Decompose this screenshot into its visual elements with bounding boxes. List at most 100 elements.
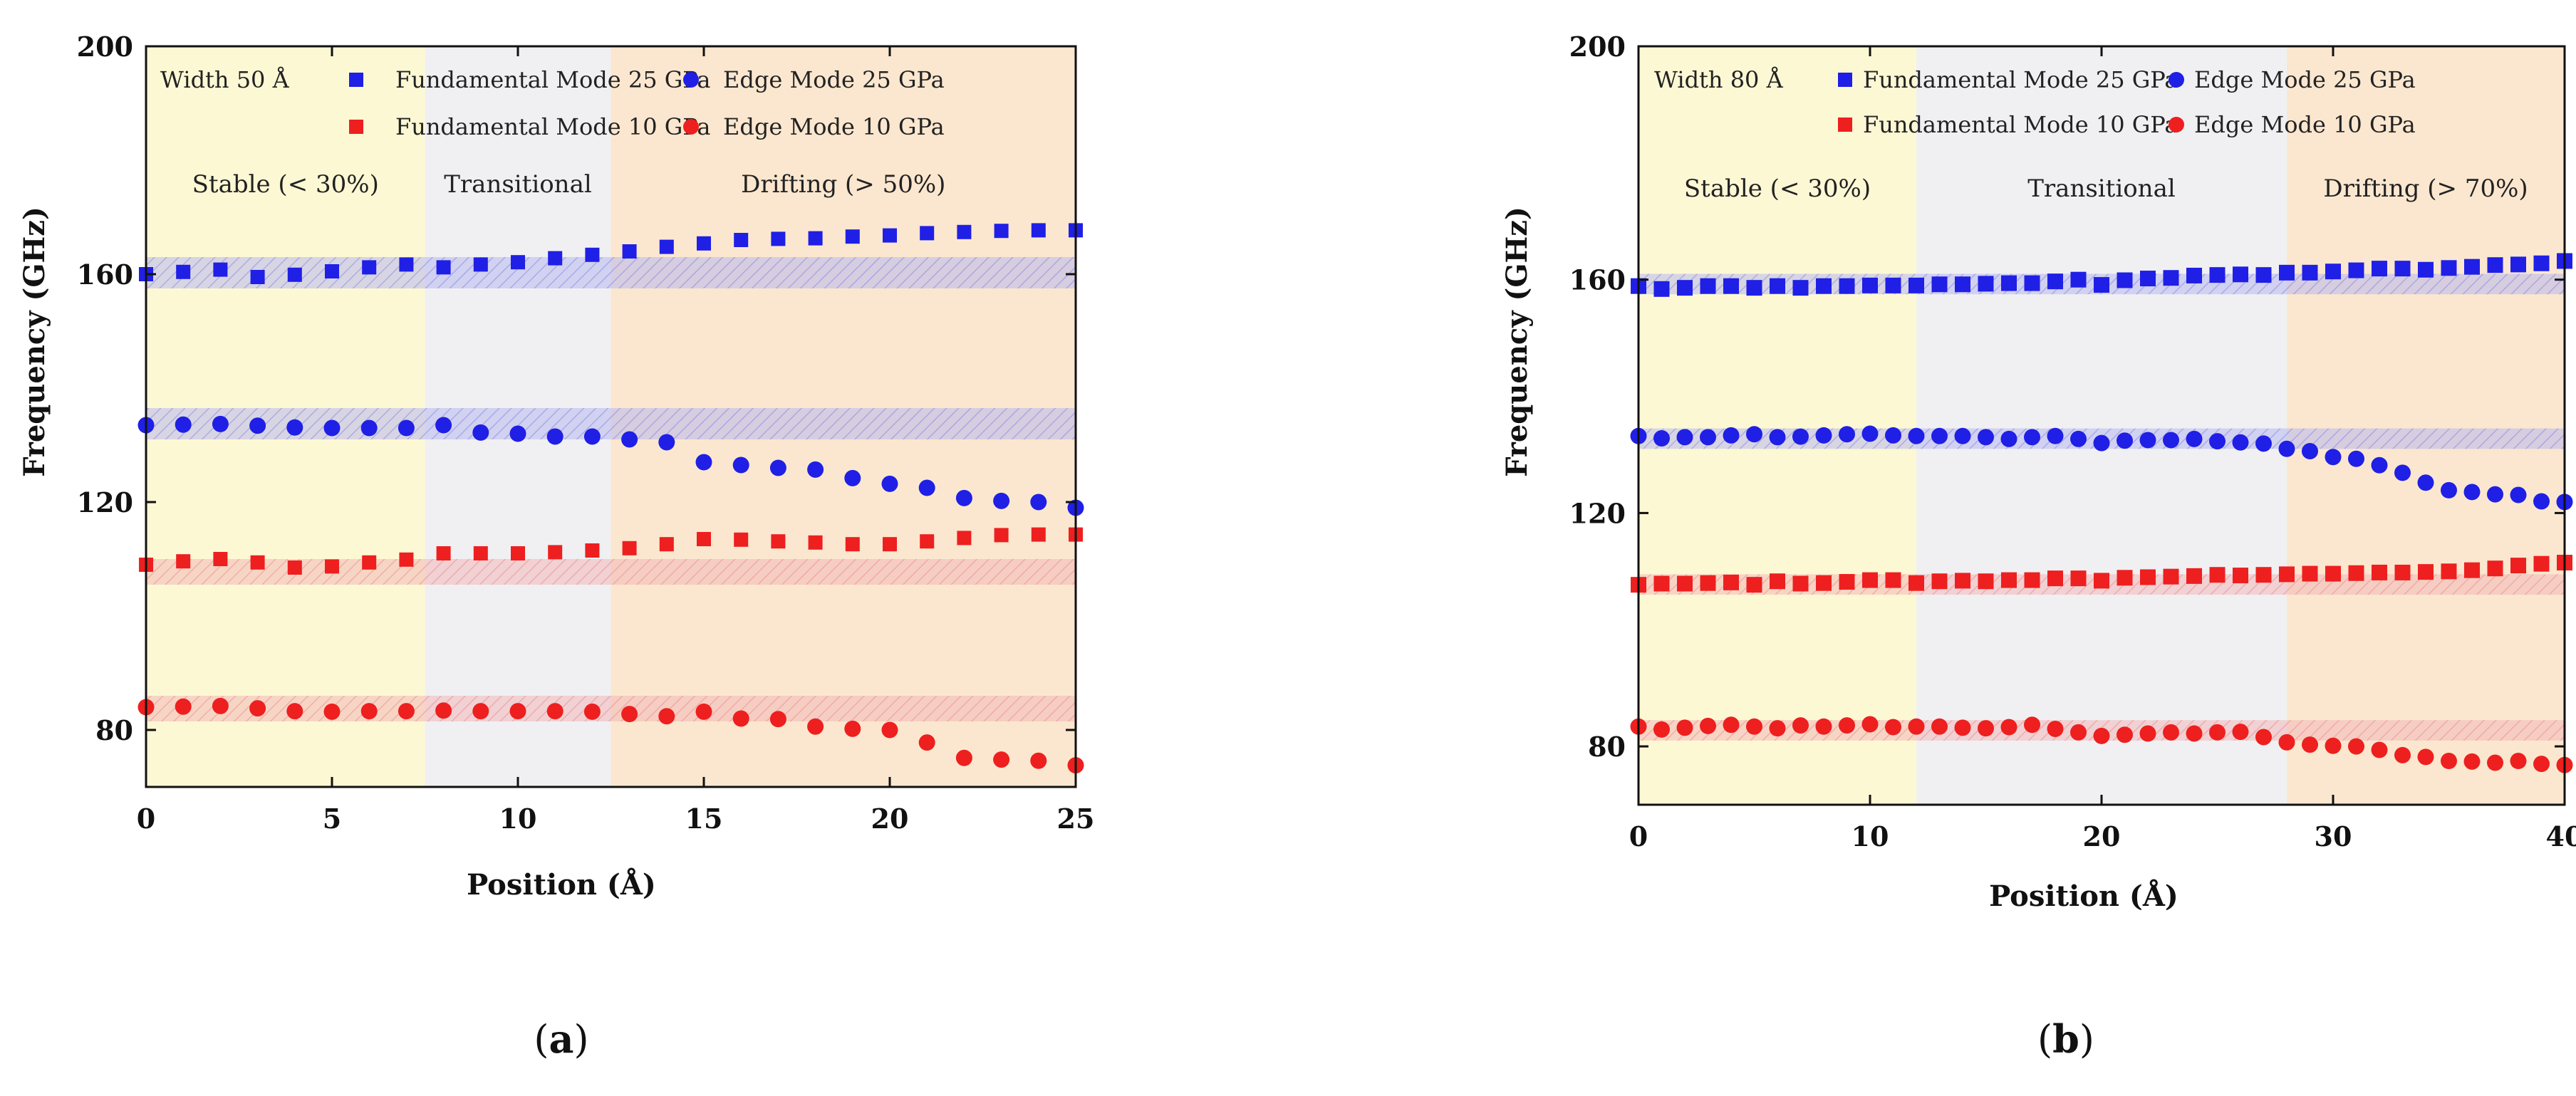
x-tick-label: 0 [1629, 820, 1648, 852]
data-point [583, 428, 601, 445]
data-point [2533, 555, 2550, 572]
data-point [1031, 223, 1046, 238]
data-point [2302, 565, 2318, 582]
data-point [2418, 564, 2434, 580]
legend-marker-2-a [349, 120, 363, 134]
data-point [734, 233, 749, 247]
data-point [2302, 443, 2318, 460]
legend-marker-3-b [2169, 117, 2184, 132]
legend-label-3-b: Edge Mode 10 GPa [2194, 111, 2416, 138]
data-point [325, 559, 339, 574]
legend-label-3-a: Edge Mode 10 GPa [723, 113, 945, 140]
series-edge-mode-25-gpa-a [137, 415, 1084, 516]
data-point [844, 469, 861, 486]
data-point [1653, 281, 1670, 297]
data-point [2209, 267, 2226, 283]
region-label-drifting-a: Drifting (> 50%) [741, 170, 945, 199]
data-point [659, 239, 674, 254]
data-point [435, 417, 452, 434]
data-point [1677, 280, 1693, 296]
data-point [1815, 718, 1832, 735]
data-point [769, 459, 786, 476]
data-point [362, 260, 377, 275]
data-point [1978, 276, 1994, 292]
data-point [1031, 527, 1046, 542]
data-point [286, 419, 303, 436]
data-point [883, 537, 897, 552]
data-point [2255, 267, 2272, 283]
data-point [2372, 261, 2387, 277]
data-point [2487, 257, 2503, 273]
data-point [1769, 429, 1786, 446]
data-point [2140, 271, 2156, 287]
data-point [2000, 430, 2017, 447]
region-label-transitional-a: Transitional [444, 170, 591, 199]
data-point [1885, 427, 1901, 444]
data-point [1839, 717, 1855, 734]
data-point [1700, 429, 1716, 446]
data-point [2047, 427, 2064, 444]
data-point [2093, 434, 2110, 452]
y-tick-label: 120 [77, 486, 133, 518]
data-point [2117, 432, 2133, 449]
data-point [2417, 748, 2434, 766]
data-point [2463, 753, 2481, 770]
data-point [881, 721, 898, 739]
data-point [2394, 746, 2411, 763]
region-transitional-b [1916, 46, 2287, 805]
data-point [472, 703, 489, 720]
data-point [2278, 734, 2295, 751]
data-point [2464, 562, 2480, 578]
data-point [1908, 427, 1925, 444]
data-point [2024, 275, 2040, 291]
data-point [2325, 565, 2341, 582]
data-point [2487, 754, 2503, 771]
data-point [2163, 270, 2179, 286]
data-point [1792, 280, 1809, 296]
data-point [2372, 564, 2387, 580]
data-point [920, 534, 935, 549]
band-hatch-blue-a [146, 408, 1076, 439]
data-point [360, 703, 378, 720]
data-point [1653, 430, 1670, 447]
data-point [1931, 276, 1948, 293]
data-point [2186, 430, 2203, 447]
series-fundamental-mode-10-gpa-b [1631, 555, 2572, 593]
plot-frame-a [145, 45, 1077, 788]
series-edge-mode-10-gpa-b [1630, 716, 2573, 773]
y-tick-label: 160 [77, 259, 133, 291]
data-point [1769, 720, 1786, 737]
data-point [845, 537, 860, 552]
data-point [1978, 573, 1994, 590]
data-point [2348, 565, 2364, 581]
data-point [957, 224, 972, 239]
series-fundamental-mode-10-gpa-a [139, 527, 1083, 575]
x-tick-label: 25 [1057, 803, 1095, 835]
plot-area-a: Stable (< 30%) Transitional Drifting (> 50… [77, 31, 1095, 835]
series-edge-mode-25-gpa-b [1630, 425, 2573, 511]
region-label-stable-b: Stable (< 30%) [1684, 174, 1871, 203]
data-point [844, 720, 861, 737]
data-point [2163, 724, 2179, 741]
data-point [175, 416, 192, 433]
data-point [323, 703, 341, 720]
data-point [1908, 277, 1924, 293]
data-point [1676, 429, 1693, 446]
data-point [2325, 263, 2341, 280]
data-point [1792, 428, 1809, 445]
data-point [695, 703, 712, 720]
data-point [2163, 568, 2179, 585]
data-point [2209, 567, 2226, 583]
legend-label-1-a: Edge Mode 25 GPa [723, 66, 945, 93]
data-point [2233, 568, 2248, 584]
data-point [2394, 261, 2411, 277]
data-point [2441, 481, 2457, 499]
legend-label-0-b: Fundamental Mode 25 GPa [1863, 66, 2178, 93]
plot-area-b: Stable (< 30%) Transitional Drifting (> 70… [1569, 31, 2576, 852]
data-point [957, 531, 972, 546]
data-point [1931, 427, 1948, 444]
legend-label-2-a: Fundamental Mode 10 GPa [395, 113, 710, 140]
y-axis-label-a: Frequency (GHz) [18, 207, 51, 477]
data-point [2255, 435, 2272, 452]
data-point [287, 267, 302, 282]
